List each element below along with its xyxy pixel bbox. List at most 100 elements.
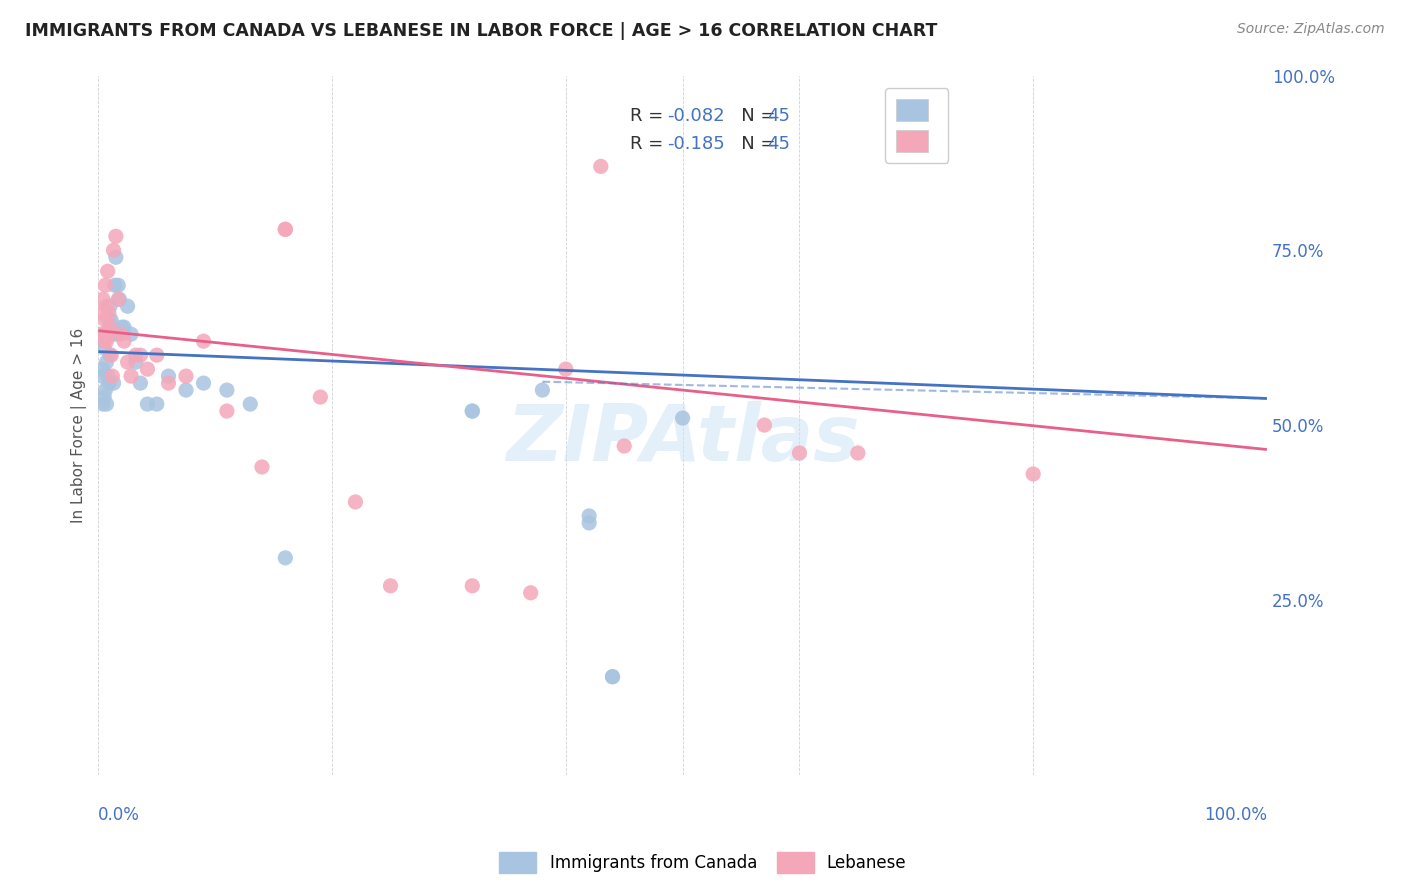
Point bbox=[93, 341, 115, 355]
Point bbox=[174, 369, 197, 384]
Point bbox=[846, 446, 869, 460]
Point bbox=[98, 320, 121, 334]
Point bbox=[129, 376, 152, 390]
Point bbox=[90, 306, 112, 320]
Point bbox=[613, 439, 636, 453]
Text: 0.0%: 0.0% bbox=[98, 806, 141, 824]
Point bbox=[104, 278, 127, 293]
Point bbox=[157, 376, 180, 390]
Point bbox=[110, 327, 132, 342]
Point bbox=[101, 327, 124, 342]
Point bbox=[120, 369, 142, 384]
Point bbox=[103, 376, 125, 390]
Text: N =: N = bbox=[724, 135, 780, 153]
Point bbox=[461, 404, 484, 418]
Text: IMMIGRANTS FROM CANADA VS LEBANESE IN LABOR FORCE | AGE > 16 CORRELATION CHART: IMMIGRANTS FROM CANADA VS LEBANESE IN LA… bbox=[25, 22, 938, 40]
Point bbox=[107, 278, 129, 293]
Point bbox=[1022, 467, 1045, 481]
Point bbox=[215, 404, 238, 418]
Point bbox=[97, 264, 120, 278]
Point bbox=[98, 299, 121, 313]
Point bbox=[104, 250, 127, 264]
Point bbox=[93, 334, 115, 348]
Point bbox=[136, 397, 159, 411]
Point bbox=[96, 397, 118, 411]
Point bbox=[93, 327, 115, 342]
Point bbox=[100, 313, 122, 327]
Point bbox=[193, 376, 215, 390]
Point bbox=[103, 244, 125, 258]
Point bbox=[461, 579, 484, 593]
Point bbox=[602, 670, 624, 684]
Point bbox=[97, 369, 120, 384]
Point bbox=[111, 320, 134, 334]
Text: 100.0%: 100.0% bbox=[1204, 806, 1267, 824]
Point bbox=[193, 334, 215, 348]
Point bbox=[100, 348, 122, 362]
Point bbox=[97, 327, 120, 342]
Point bbox=[146, 397, 169, 411]
Legend: , : , bbox=[884, 88, 948, 163]
Point bbox=[461, 404, 484, 418]
Text: -0.082: -0.082 bbox=[668, 107, 725, 125]
Point bbox=[112, 334, 135, 348]
Point bbox=[107, 292, 129, 306]
Text: R =: R = bbox=[630, 135, 675, 153]
Point bbox=[274, 550, 297, 565]
Point bbox=[239, 397, 262, 411]
Point bbox=[531, 383, 554, 397]
Point bbox=[90, 369, 112, 384]
Point bbox=[101, 369, 124, 384]
Point bbox=[97, 376, 120, 390]
Text: R =: R = bbox=[630, 107, 669, 125]
Text: 45: 45 bbox=[766, 107, 790, 125]
Point bbox=[117, 355, 139, 369]
Point bbox=[519, 586, 541, 600]
Point bbox=[129, 348, 152, 362]
Point bbox=[554, 362, 576, 376]
Point bbox=[96, 299, 118, 313]
Point bbox=[96, 355, 118, 369]
Point bbox=[602, 670, 624, 684]
Point bbox=[789, 446, 811, 460]
Point bbox=[96, 334, 118, 348]
Point bbox=[108, 292, 131, 306]
Point bbox=[250, 460, 273, 475]
Point bbox=[94, 383, 117, 397]
Point bbox=[146, 348, 169, 362]
Point bbox=[104, 229, 127, 244]
Point bbox=[344, 495, 367, 509]
Point bbox=[98, 348, 121, 362]
Text: Source: ZipAtlas.com: Source: ZipAtlas.com bbox=[1237, 22, 1385, 37]
Point bbox=[589, 160, 612, 174]
Point bbox=[117, 299, 139, 313]
Text: N =: N = bbox=[724, 107, 780, 125]
Point bbox=[309, 390, 332, 404]
Point bbox=[174, 383, 197, 397]
Point bbox=[94, 278, 117, 293]
Y-axis label: In Labor Force | Age > 16: In Labor Force | Age > 16 bbox=[72, 327, 87, 523]
Text: -0.185: -0.185 bbox=[668, 135, 725, 153]
Point bbox=[672, 411, 695, 425]
Point bbox=[120, 327, 142, 342]
Point bbox=[91, 397, 114, 411]
Point bbox=[274, 222, 297, 236]
Point bbox=[578, 508, 600, 523]
Point bbox=[754, 418, 776, 433]
Point bbox=[91, 362, 114, 376]
Point bbox=[215, 383, 238, 397]
Point bbox=[91, 292, 114, 306]
Legend: Immigrants from Canada, Lebanese: Immigrants from Canada, Lebanese bbox=[494, 846, 912, 880]
Text: ZIPAtlas: ZIPAtlas bbox=[506, 401, 859, 477]
Point bbox=[105, 327, 128, 342]
Point bbox=[90, 334, 112, 348]
Point bbox=[112, 320, 135, 334]
Point bbox=[90, 327, 112, 342]
Point bbox=[125, 348, 148, 362]
Point bbox=[136, 362, 159, 376]
Point bbox=[94, 327, 117, 342]
Point bbox=[125, 355, 148, 369]
Point bbox=[157, 369, 180, 384]
Point bbox=[97, 306, 120, 320]
Point bbox=[380, 579, 402, 593]
